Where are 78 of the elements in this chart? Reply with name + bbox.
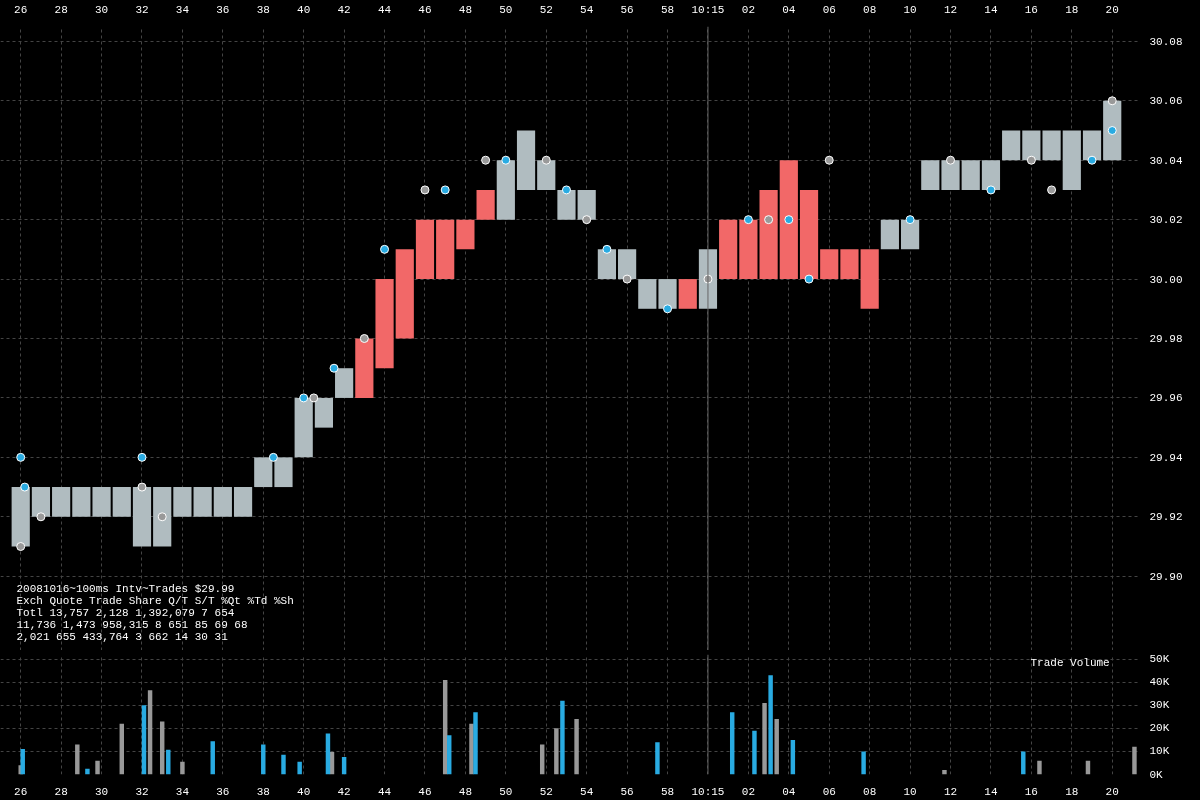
x-tick-label: 04 [782,785,796,798]
x-tick-label: 58 [660,785,675,798]
y-tick-label: 20K [1149,722,1170,735]
x-tick-label: 56 [620,785,634,798]
y-tick-label: 30.08 [1149,35,1183,48]
x-tick-label: 58 [660,3,675,16]
y-tick-label: 29.98 [1149,333,1183,345]
x-tick-label: 02 [741,785,755,798]
x-tick-label: 44 [377,785,392,798]
x-tick-label: 20 [1105,785,1119,798]
x-tick-label: 10 [903,3,917,16]
y-tick-label: 0K [1149,768,1164,781]
x-tick-label: 48 [458,785,472,798]
annotation: 2,021 655 433,764 3 662 14 30 31 [16,630,229,643]
x-tick-label: 50 [499,785,513,798]
x-tick-label: 32 [135,3,149,16]
y-tick-label: 30K [1149,699,1170,712]
annotation: Totl 13,757 2,128 1,392,079 7 654 [16,606,235,619]
x-tick-label: 14 [984,785,998,798]
x-tick-label: 16 [1024,3,1038,16]
x-tick-label: 34 [175,3,190,16]
text: 20081016~100ms Intv~Trades $29.99 [16,582,235,595]
y-tick-label: 29.96 [1149,392,1183,405]
x-tick-label: 14 [984,3,998,16]
y-tick-label: 50K [1149,653,1170,666]
x-tick-label: 32 [135,785,149,798]
x-tick-label: 30 [94,3,109,16]
x-tick-label: 40 [297,3,311,16]
x-tick-label: 36 [216,3,230,16]
x-tick-label: 46 [418,785,432,798]
x-tick-label: 06 [822,785,836,798]
x-tick-label: 42 [337,785,351,798]
x-tick-label: 12 [943,3,958,16]
x-tick-label: 10:15 [691,785,725,798]
annotation: Trade Volume [1030,656,1110,669]
x-tick-label: 26 [14,785,28,798]
x-tick-label: 28 [54,785,68,798]
annotation: 11,736 1,473 958,315 8 651 85 69 68 [16,618,248,631]
x-tick-label: 26 [14,3,28,16]
y-tick-label: 10K [1149,745,1170,758]
y-tick-label: 29.92 [1149,511,1183,524]
x-tick-label: 38 [256,3,270,16]
x-tick-label: 06 [822,3,836,16]
x-tick-label: 28 [54,3,68,16]
x-tick-label: 02 [741,3,755,16]
x-tick-label: 40 [297,785,311,798]
y-tick-label: 30.02 [1149,214,1183,227]
x-tick-label: 36 [216,785,230,798]
x-tick-label: 52 [539,785,553,798]
x-tick-label: 44 [377,3,392,16]
x-tick-label: 20 [1105,3,1119,16]
x-tick-label: 54 [580,3,594,16]
x-tick-label: 38 [256,785,270,798]
x-tick-label: 12 [943,785,958,798]
x-tick-label: 48 [458,3,472,16]
x-tick-label: 42 [337,3,351,16]
y-tick-label: 29.90 [1149,570,1183,583]
y-tick-label: 29.94 [1149,451,1183,464]
y-tick-label: 30.06 [1149,95,1183,108]
y-tick-label: 30.04 [1149,154,1183,167]
x-tick-label: 34 [175,785,190,798]
x-tick-label: 18 [1065,3,1079,16]
x-tick-label: 52 [539,3,553,16]
y-tick-label: 30.00 [1149,273,1183,286]
x-tick-label: 04 [782,3,796,16]
x-tick-label: 46 [418,3,432,16]
annotation: Exch Quote Trade Share Q/T S/T %Qt %Td %Sh [16,594,294,607]
x-tick-label: 18 [1065,785,1079,798]
x-tick-label: 50 [499,3,513,16]
x-tick-label: 16 [1024,785,1038,798]
x-tick-label: 08 [863,3,877,16]
x-tick-label: 08 [863,785,877,798]
x-tick-label: 56 [620,3,634,16]
x-tick-label: 10 [903,785,917,798]
x-tick-label: 10:15 [691,3,725,16]
x-tick-label: 30 [94,785,109,798]
x-tick-label: 54 [580,785,594,798]
y-tick-label: 40K [1149,676,1170,689]
